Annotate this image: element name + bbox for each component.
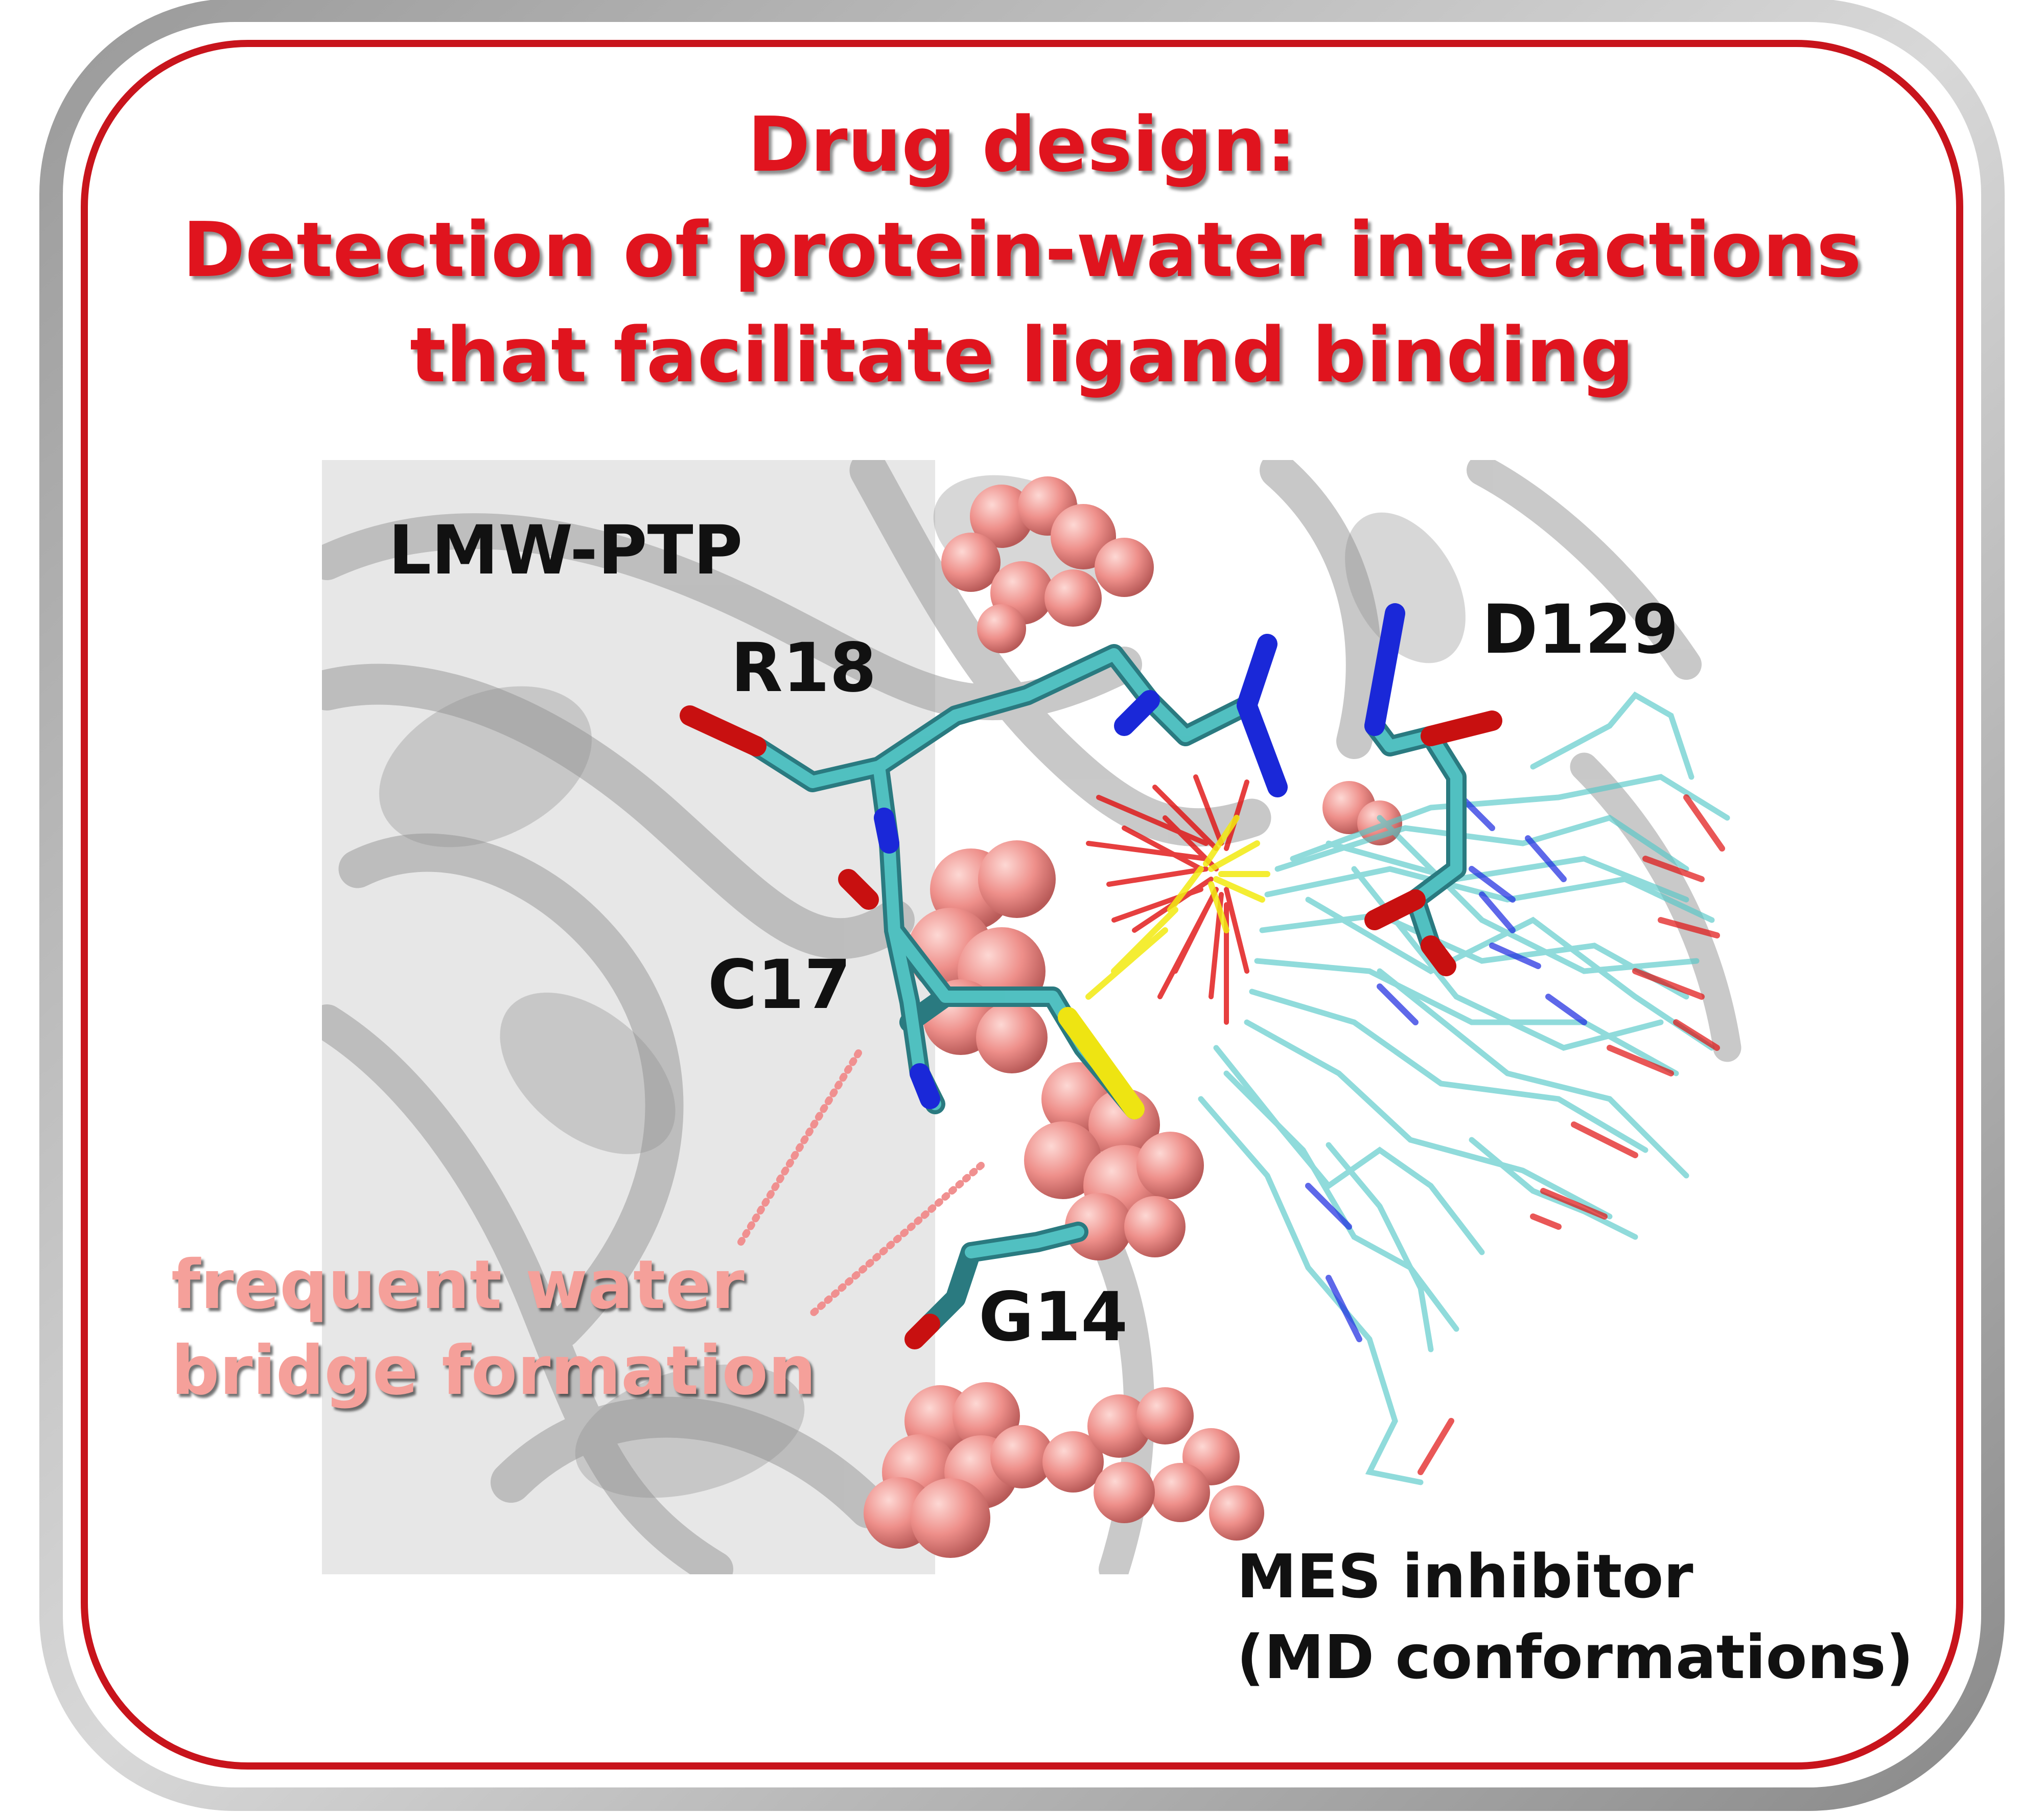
- residue-sticks: [680, 603, 1502, 1349]
- ligand-note-line-2: (MD conformations): [1237, 1622, 1914, 1692]
- frame-outer: [39, 0, 2005, 1811]
- ligand-note: MES inhibitor (MD conformations): [1237, 1536, 1914, 1697]
- title-line-2: Detection of protein-water interactions: [182, 206, 1862, 294]
- water-clusters: [864, 476, 1402, 1558]
- residue-label-c17: C17: [708, 946, 851, 1024]
- water-note-line-2: bridge formation: [171, 1332, 817, 1410]
- water-note-line-1: frequent water: [171, 1246, 745, 1324]
- title-line-1: Drug design:: [747, 101, 1297, 189]
- residue-label-g14: G14: [979, 1278, 1128, 1357]
- residue-label-r18: R18: [731, 629, 877, 707]
- water-bridge-lines: [737, 1049, 985, 1317]
- protein-label: LMW-PTP: [388, 511, 743, 590]
- ligand-note-line-1: MES inhibitor: [1237, 1541, 1693, 1612]
- ligand-conformations: [1085, 691, 1730, 1485]
- title-line-3: that facilitate ligand binding: [410, 311, 1634, 399]
- residue-label-d129: D129: [1482, 590, 1679, 669]
- water-bridge-note: frequent water bridge formation: [171, 1242, 887, 1414]
- figure-title: Drug design: Detection of protein-water …: [0, 92, 2044, 408]
